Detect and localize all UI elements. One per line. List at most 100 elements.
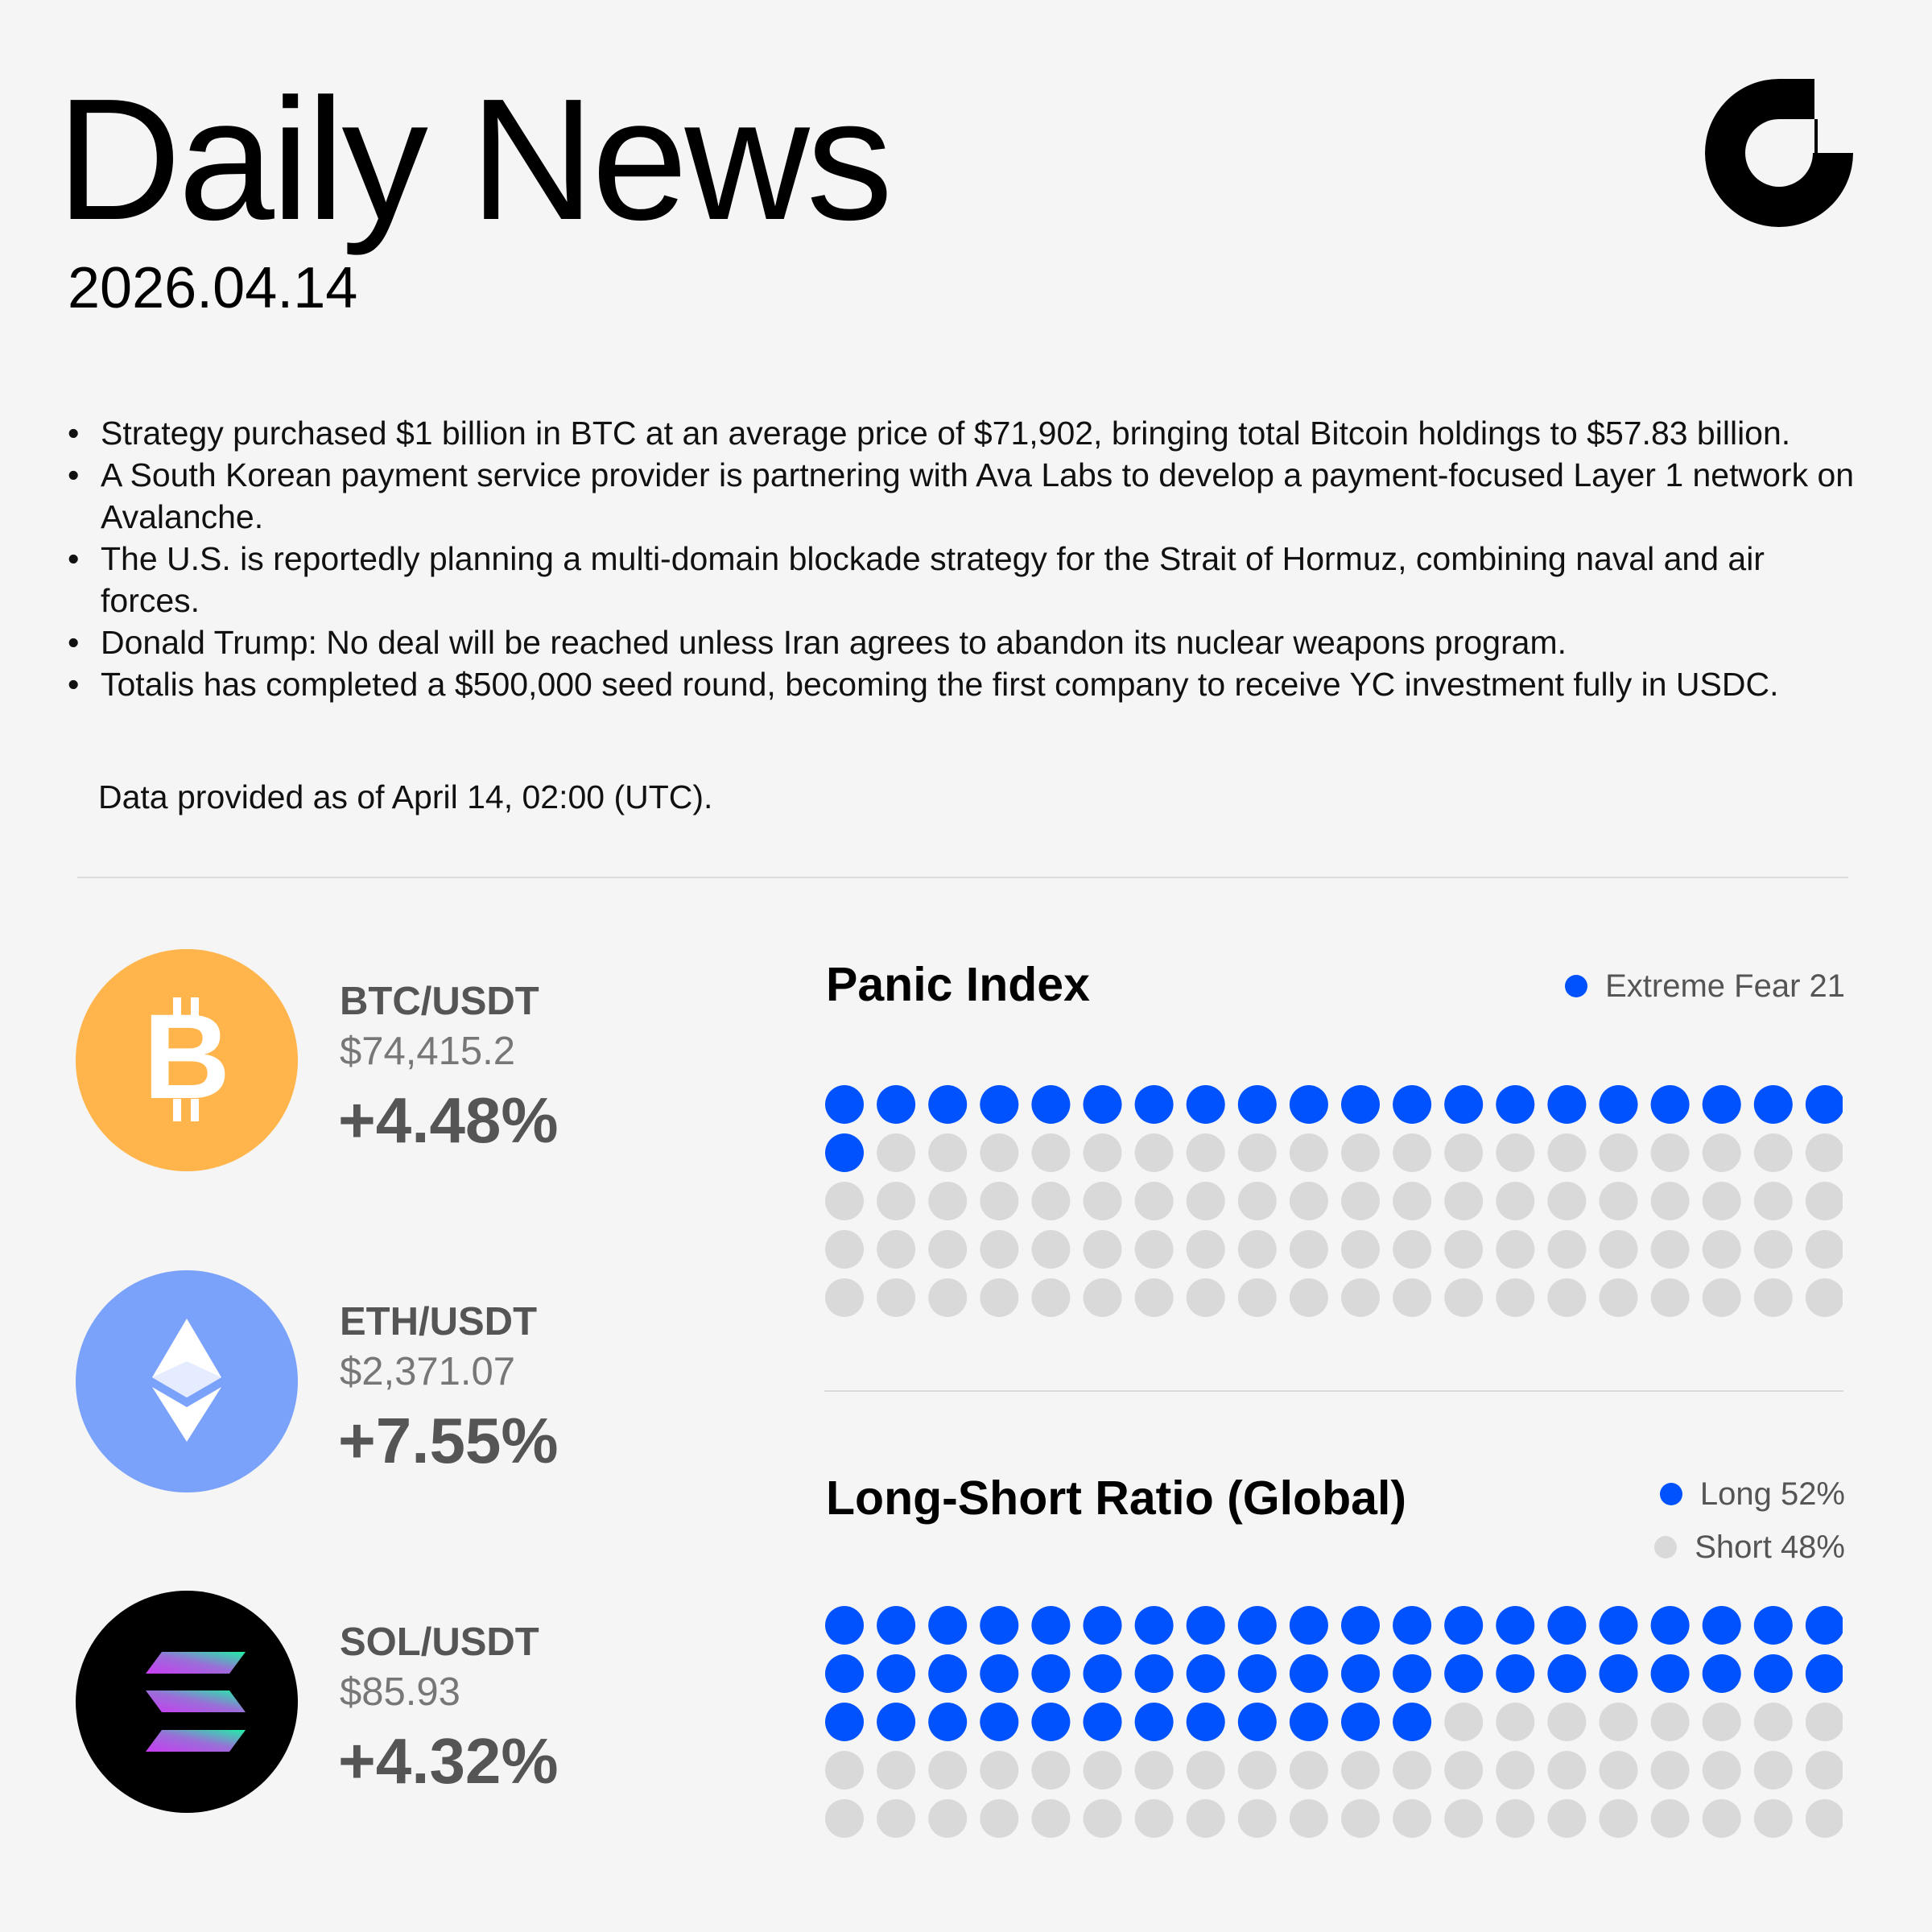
empty-dot xyxy=(1753,1799,1793,1838)
filled-dot xyxy=(1083,1654,1122,1693)
empty-dot xyxy=(1134,1133,1174,1172)
filled-dot xyxy=(1650,1654,1690,1693)
empty-dot xyxy=(1650,1278,1690,1317)
filled-dot xyxy=(1186,1085,1225,1124)
empty-dot xyxy=(980,1133,1019,1172)
section-divider xyxy=(77,877,1848,878)
empty-dot xyxy=(980,1230,1019,1269)
empty-dot xyxy=(1341,1751,1380,1790)
empty-dot xyxy=(1753,1751,1793,1790)
coin-price: $74,415.2 xyxy=(340,1030,515,1073)
empty-dot xyxy=(980,1799,1019,1838)
filled-dot xyxy=(980,1703,1019,1741)
empty-dot xyxy=(1599,1703,1638,1741)
filled-dot xyxy=(877,1703,916,1741)
empty-dot xyxy=(1083,1751,1122,1790)
empty-dot xyxy=(1341,1799,1380,1838)
empty-dot xyxy=(1444,1703,1484,1741)
filled-dot xyxy=(1393,1703,1432,1741)
empty-dot xyxy=(1031,1278,1071,1317)
empty-dot xyxy=(1496,1182,1535,1220)
empty-dot xyxy=(1134,1751,1174,1790)
filled-dot xyxy=(1444,1085,1484,1124)
filled-dot xyxy=(1031,1085,1071,1124)
empty-dot xyxy=(928,1751,968,1790)
filled-dot xyxy=(825,1085,864,1124)
empty-dot xyxy=(1134,1182,1174,1220)
filled-dot xyxy=(1650,1606,1690,1645)
empty-dot xyxy=(1186,1182,1225,1220)
long-short-title: Long-Short Ratio (Global) xyxy=(826,1472,1406,1525)
empty-dot xyxy=(1341,1230,1380,1269)
empty-dot xyxy=(1547,1182,1587,1220)
empty-dot xyxy=(1702,1182,1741,1220)
empty-dot xyxy=(1702,1230,1741,1269)
filled-dot xyxy=(980,1654,1019,1693)
filled-dot xyxy=(1341,1703,1380,1741)
data-timestamp: Data provided as of April 14, 02:00 (UTC… xyxy=(98,778,713,815)
empty-dot xyxy=(1650,1230,1690,1269)
filled-dot xyxy=(1134,1085,1174,1124)
empty-dot xyxy=(1496,1230,1535,1269)
filled-dot xyxy=(1186,1606,1225,1645)
filled-dot xyxy=(1444,1654,1484,1693)
empty-dot xyxy=(1496,1278,1535,1317)
empty-dot xyxy=(1341,1133,1380,1172)
empty-dot xyxy=(1599,1278,1638,1317)
empty-dot xyxy=(1134,1278,1174,1317)
empty-dot xyxy=(1650,1799,1690,1838)
bitcoin-icon: B xyxy=(76,949,298,1171)
empty-dot xyxy=(1031,1799,1071,1838)
empty-dot xyxy=(877,1230,916,1269)
filled-dot xyxy=(1289,1606,1328,1645)
empty-dot xyxy=(1393,1230,1432,1269)
coin-pair: SOL/USDT xyxy=(340,1620,539,1664)
empty-dot xyxy=(1083,1133,1122,1172)
empty-dot xyxy=(1805,1133,1843,1172)
empty-dot xyxy=(1805,1799,1843,1838)
empty-dot xyxy=(877,1182,916,1220)
empty-dot xyxy=(1031,1751,1071,1790)
empty-dot xyxy=(1289,1230,1328,1269)
filled-dot xyxy=(980,1606,1019,1645)
empty-dot xyxy=(928,1182,968,1220)
filled-dot xyxy=(1341,1654,1380,1693)
filled-dot xyxy=(1496,1654,1535,1693)
news-item: A South Korean payment service provider … xyxy=(68,454,1855,538)
empty-dot xyxy=(1753,1133,1793,1172)
empty-dot xyxy=(1444,1278,1484,1317)
legend-dot xyxy=(1659,1483,1682,1505)
empty-dot xyxy=(825,1182,864,1220)
filled-dot xyxy=(1289,1654,1328,1693)
filled-dot xyxy=(1134,1654,1174,1693)
empty-dot xyxy=(1547,1230,1587,1269)
empty-dot xyxy=(1805,1278,1843,1317)
empty-dot xyxy=(1237,1230,1277,1269)
empty-dot xyxy=(1031,1230,1071,1269)
filled-dot xyxy=(928,1703,968,1741)
page-title: Daily News xyxy=(56,62,893,256)
filled-dot xyxy=(1753,1654,1793,1693)
empty-dot xyxy=(1496,1703,1535,1741)
empty-dot xyxy=(1702,1278,1741,1317)
empty-dot xyxy=(1289,1799,1328,1838)
empty-dot xyxy=(1031,1182,1071,1220)
filled-dot xyxy=(1599,1606,1638,1645)
empty-dot xyxy=(1237,1133,1277,1172)
empty-dot xyxy=(1702,1751,1741,1790)
empty-dot xyxy=(928,1799,968,1838)
empty-dot xyxy=(1393,1751,1432,1790)
filled-dot xyxy=(1031,1703,1071,1741)
empty-dot xyxy=(1444,1799,1484,1838)
empty-dot xyxy=(980,1751,1019,1790)
filled-dot xyxy=(1237,1703,1277,1741)
svg-text:B: B xyxy=(143,989,230,1124)
empty-dot xyxy=(1702,1703,1741,1741)
filled-dot xyxy=(1805,1654,1843,1693)
empty-dot xyxy=(1547,1799,1587,1838)
filled-dot xyxy=(1393,1085,1432,1124)
empty-dot xyxy=(877,1751,916,1790)
empty-dot xyxy=(1547,1703,1587,1741)
filled-dot xyxy=(928,1085,968,1124)
filled-dot xyxy=(1031,1654,1071,1693)
